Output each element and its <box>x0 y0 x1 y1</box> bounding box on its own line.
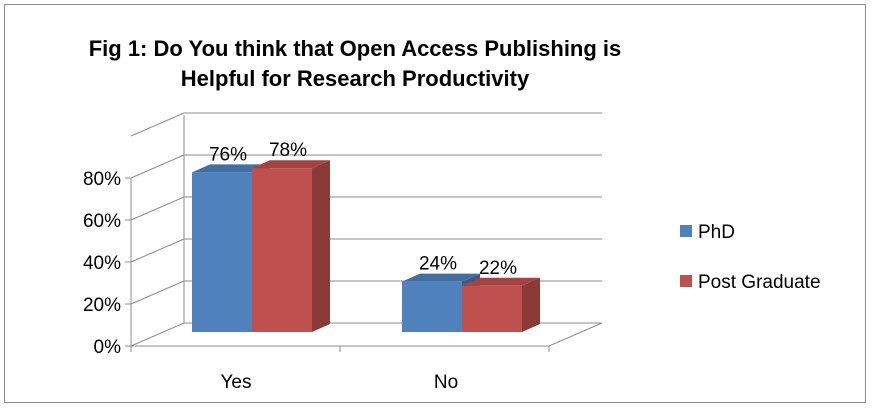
bar-post-graduate-no <box>462 277 540 332</box>
y-tick-label: 20% <box>83 295 121 316</box>
bar-front <box>252 168 312 332</box>
legend-label: Post Graduate <box>698 272 821 293</box>
chart-title: Fig 1: Do You think that Open Access Pub… <box>88 36 622 91</box>
y-axis-ticks: 0% 20% 40% 60% 80% <box>83 169 550 358</box>
legend-item-phd: PhD <box>680 222 735 244</box>
x-axis-categories: Yes No <box>221 372 459 393</box>
legend-swatch <box>680 275 692 287</box>
gridline-side <box>130 112 185 137</box>
data-labels: 76% 78% 24% 22% <box>209 140 517 279</box>
chart-floor <box>130 322 603 347</box>
bar-top <box>402 273 480 282</box>
data-label: 76% <box>209 144 247 165</box>
bar-front <box>192 172 252 332</box>
bar-post-graduate-yes <box>252 160 330 332</box>
chart-bars <box>192 160 540 332</box>
gridline-side <box>130 280 185 305</box>
bar-front <box>462 285 522 332</box>
data-label: 78% <box>269 140 307 161</box>
bar-side <box>522 277 540 332</box>
bar-top <box>252 160 330 169</box>
y-tick-label: 40% <box>83 253 121 274</box>
y-tick-label: 60% <box>83 211 121 232</box>
bar-side <box>312 160 330 332</box>
legend-label: PhD <box>698 222 735 243</box>
x-category-no: No <box>434 372 458 393</box>
legend-swatch <box>680 225 692 237</box>
legend-item-post-graduate: Post Graduate <box>680 272 821 294</box>
bar-front <box>402 281 462 332</box>
y-tick-label: 80% <box>83 169 121 190</box>
bar-top <box>462 277 540 286</box>
bar-top <box>192 164 270 173</box>
data-label: 22% <box>479 258 517 279</box>
data-label: 24% <box>419 254 457 275</box>
chart-frame <box>4 4 866 403</box>
gridline-side <box>130 154 185 179</box>
gridline-side <box>130 238 185 263</box>
x-category-yes: Yes <box>221 372 252 393</box>
y-tick-label: 0% <box>94 337 122 358</box>
gridline-side <box>130 196 185 221</box>
